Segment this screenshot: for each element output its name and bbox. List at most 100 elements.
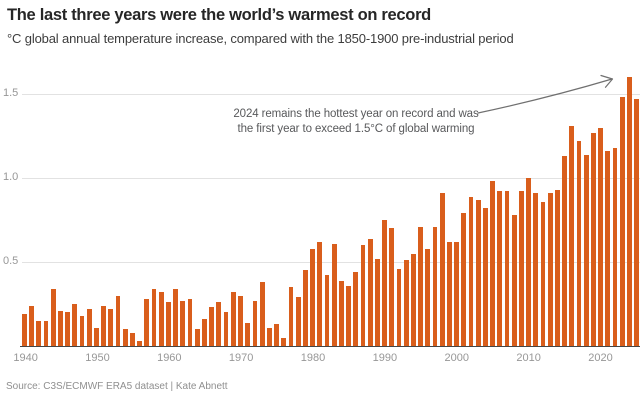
bar-1963 — [187, 299, 193, 346]
bar-1974 — [266, 327, 272, 346]
bar-1956 — [137, 341, 143, 346]
bar-1979 — [302, 270, 308, 346]
gridline-0.5 — [22, 262, 640, 263]
bar-1993 — [403, 260, 409, 346]
bar-1992 — [396, 268, 402, 346]
bar-1947 — [72, 304, 78, 346]
bar-2015 — [562, 156, 568, 346]
bar-2007 — [504, 191, 510, 346]
x-tick-label-1940: 1940 — [13, 352, 38, 364]
bar-2022 — [612, 147, 618, 346]
bar-1954 — [122, 329, 128, 346]
bar-1957 — [144, 299, 150, 346]
bar-1989 — [374, 258, 380, 346]
bar-2005 — [490, 181, 495, 346]
x-tick-label-1970: 1970 — [228, 352, 254, 364]
bar-1967 — [216, 302, 222, 346]
bar-2000 — [454, 241, 459, 346]
bar-2008 — [511, 215, 517, 346]
bar-1965 — [202, 319, 207, 346]
bar-2004 — [483, 208, 488, 346]
bar-2009 — [519, 191, 524, 346]
bar-1972 — [252, 300, 258, 346]
bar-1997 — [432, 226, 438, 346]
bar-2023 — [619, 97, 625, 346]
bar-2001 — [461, 213, 467, 346]
bar-2003 — [475, 199, 481, 346]
bar-1998 — [439, 193, 445, 346]
bar-2024 — [627, 77, 632, 346]
chart-subtitle: °C global annual temperature increase, c… — [7, 31, 514, 46]
bar-1943 — [43, 320, 49, 346]
bar-1952 — [108, 309, 114, 346]
annotation-line-1: 2024 remains the hottest year on record … — [233, 108, 479, 120]
source-credit: Source: C3S/ECMWF ERA5 dataset | Kate Ab… — [6, 381, 228, 392]
gridline-1.0 — [22, 178, 640, 179]
bar-1953 — [115, 295, 121, 346]
bar-1986 — [353, 272, 359, 346]
bar-2019 — [591, 132, 596, 346]
y-tick-label-1.5: 1.5 — [3, 86, 19, 99]
bar-2011 — [533, 193, 539, 346]
annotation-line-2: the first year to exceed 1.5°C of global… — [237, 123, 475, 135]
bar-1950 — [94, 327, 99, 346]
bar-2021 — [605, 151, 611, 346]
bar-2025 — [634, 99, 640, 346]
bar-2020 — [598, 127, 604, 346]
bar-2018 — [583, 154, 589, 346]
plot-area — [22, 69, 640, 346]
bar-1975 — [274, 324, 279, 346]
bar-1961 — [173, 288, 179, 346]
bar-2002 — [468, 196, 474, 346]
bar-1941 — [29, 305, 34, 346]
bar-1951 — [101, 305, 107, 346]
bar-1970 — [238, 295, 243, 346]
bar-1966 — [209, 307, 215, 346]
y-tick-label-0.5: 0.5 — [3, 254, 19, 267]
gridline-1.5 — [22, 94, 640, 95]
bar-2012 — [540, 201, 546, 346]
bar-1978 — [295, 297, 301, 346]
bar-2017 — [576, 141, 582, 346]
bar-2010 — [526, 178, 532, 346]
chart-title: The last three years were the world’s wa… — [7, 6, 431, 24]
x-tick-label-2010: 2010 — [516, 352, 541, 364]
bar-2013 — [547, 193, 553, 346]
bar-1981 — [317, 241, 323, 346]
bar-1990 — [382, 220, 387, 346]
bar-1984 — [338, 280, 344, 346]
bar-1994 — [410, 253, 416, 346]
y-tick-label-1.0: 1.0 — [3, 170, 19, 183]
bar-1945 — [58, 310, 63, 346]
bar-1980 — [310, 248, 315, 346]
bar-1985 — [346, 285, 351, 346]
bar-1940 — [22, 314, 27, 346]
bar-2014 — [555, 189, 560, 346]
bar-1944 — [50, 288, 56, 346]
x-tick-label-1950: 1950 — [85, 352, 110, 364]
bar-1976 — [281, 337, 287, 346]
bar-1995 — [418, 226, 423, 346]
bar-1968 — [223, 312, 229, 346]
bar-1964 — [194, 329, 200, 346]
bar-1948 — [79, 315, 85, 346]
bar-1955 — [130, 332, 135, 346]
bar-1996 — [425, 248, 431, 346]
bar-1960 — [166, 302, 171, 346]
bar-1958 — [151, 288, 157, 346]
bar-1991 — [389, 228, 395, 346]
bar-1987 — [360, 245, 366, 346]
bar-1949 — [86, 309, 92, 346]
bar-1982 — [324, 275, 330, 346]
x-tick-label-1960: 1960 — [157, 352, 182, 364]
bar-1977 — [288, 287, 294, 346]
bar-1973 — [259, 282, 265, 346]
bar-1983 — [331, 243, 337, 346]
x-tick-label-2020: 2020 — [588, 352, 613, 364]
x-axis-line — [20, 345, 640, 347]
bar-2016 — [569, 125, 575, 346]
bar-1999 — [446, 241, 452, 346]
bar-1971 — [245, 322, 251, 346]
bar-1959 — [158, 292, 164, 346]
bar-1962 — [180, 300, 186, 346]
